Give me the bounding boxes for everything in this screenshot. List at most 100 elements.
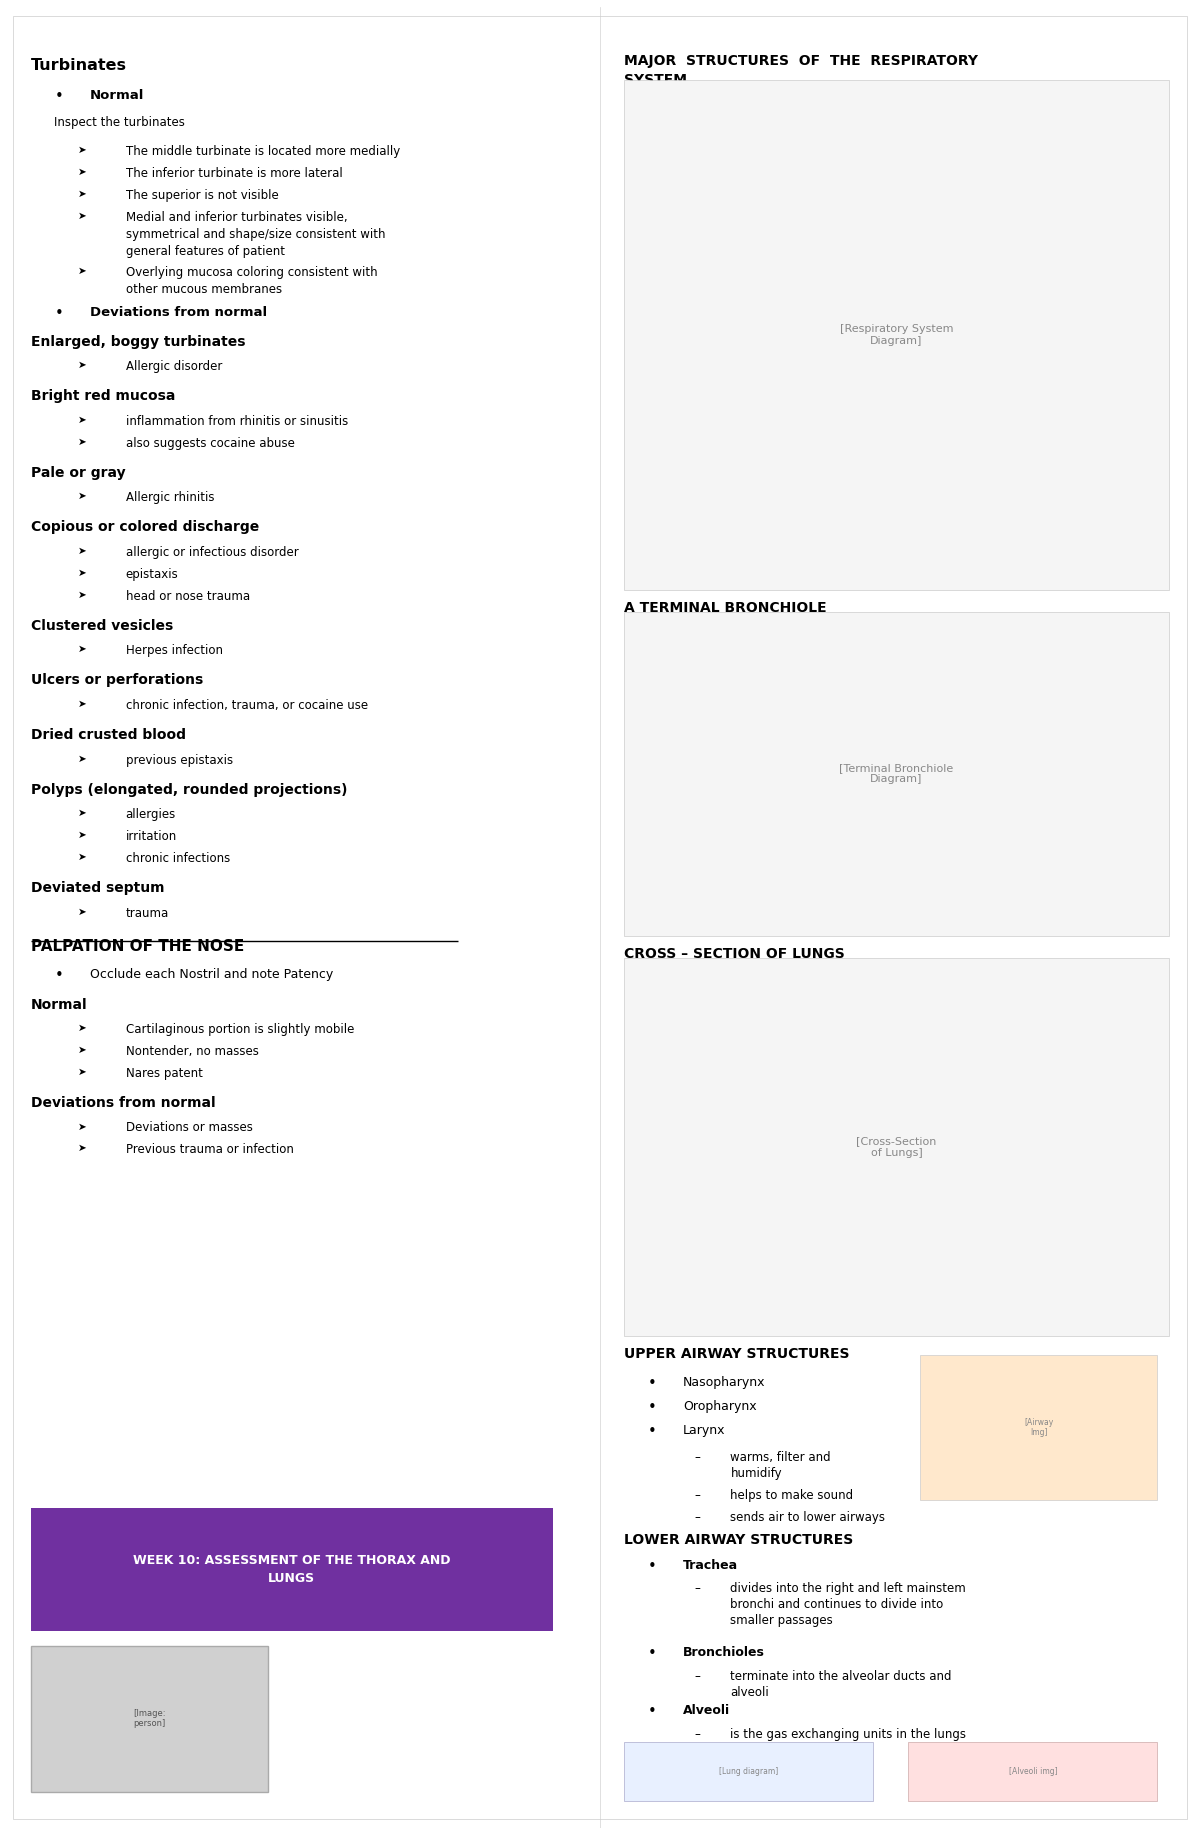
Text: ➤: ➤	[78, 145, 86, 156]
Text: Inspect the turbinates: Inspect the turbinates	[54, 116, 185, 128]
Text: helps to make sound: helps to make sound	[731, 1490, 853, 1503]
Text: ➤: ➤	[78, 492, 86, 501]
Text: head or nose trauma: head or nose trauma	[126, 589, 250, 602]
Text: Ulcers or perforations: Ulcers or perforations	[31, 673, 203, 688]
Text: warms, filter and
humidify: warms, filter and humidify	[731, 1451, 832, 1481]
Text: divides into the right and left mainstem
bronchi and continues to divide into
sm: divides into the right and left mainstem…	[731, 1582, 966, 1628]
Text: ➤: ➤	[78, 1044, 86, 1055]
Text: Cartilaginous portion is slightly mobile: Cartilaginous portion is slightly mobile	[126, 1024, 354, 1037]
Text: ➤: ➤	[78, 644, 86, 655]
Text: ➤: ➤	[78, 1024, 86, 1033]
Text: epistaxis: epistaxis	[126, 567, 179, 582]
FancyBboxPatch shape	[920, 1354, 1158, 1501]
Text: Larynx: Larynx	[683, 1424, 726, 1437]
Text: ➤: ➤	[78, 906, 86, 916]
Text: PALPATION OF THE NOSE: PALPATION OF THE NOSE	[31, 940, 244, 954]
Text: also suggests cocaine abuse: also suggests cocaine abuse	[126, 437, 294, 450]
Text: [Alveoli img]: [Alveoli img]	[1009, 1767, 1057, 1776]
Text: Deviations or masses: Deviations or masses	[126, 1121, 252, 1134]
Text: Oropharynx: Oropharynx	[683, 1400, 757, 1413]
Text: Nontender, no masses: Nontender, no masses	[126, 1044, 258, 1059]
Text: [Terminal Bronchiole
Diagram]: [Terminal Bronchiole Diagram]	[840, 763, 954, 784]
Text: Nares patent: Nares patent	[126, 1066, 203, 1079]
Text: ➤: ➤	[78, 1066, 86, 1077]
Text: Bronchioles: Bronchioles	[683, 1646, 764, 1659]
Text: The superior is not visible: The superior is not visible	[126, 189, 278, 202]
Text: Deviations from normal: Deviations from normal	[31, 1095, 215, 1110]
Text: ➤: ➤	[78, 589, 86, 600]
Text: inflammation from rhinitis or sinusitis: inflammation from rhinitis or sinusitis	[126, 415, 348, 428]
Text: ➤: ➤	[78, 567, 86, 578]
FancyBboxPatch shape	[624, 611, 1169, 936]
Text: chronic infection, trauma, or cocaine use: chronic infection, trauma, or cocaine us…	[126, 699, 367, 712]
Text: sends air to lower airways: sends air to lower airways	[731, 1512, 886, 1525]
Text: Copious or colored discharge: Copious or colored discharge	[31, 521, 259, 534]
Text: Polyps (elongated, rounded projections): Polyps (elongated, rounded projections)	[31, 784, 347, 796]
Text: –: –	[695, 1670, 701, 1683]
Text: –: –	[695, 1490, 701, 1503]
Text: ➤: ➤	[78, 266, 86, 275]
Text: –: –	[695, 1512, 701, 1525]
Text: [Airway
Img]: [Airway Img]	[1025, 1418, 1054, 1437]
FancyBboxPatch shape	[624, 1743, 872, 1800]
Text: ➤: ➤	[78, 167, 86, 178]
Text: –: –	[695, 1451, 701, 1464]
Text: [Respiratory System
Diagram]: [Respiratory System Diagram]	[840, 325, 953, 345]
Text: ➤: ➤	[78, 1121, 86, 1132]
Text: Pale or gray: Pale or gray	[31, 466, 125, 481]
Text: Allergic disorder: Allergic disorder	[126, 360, 222, 373]
Text: Dried crusted blood: Dried crusted blood	[31, 728, 186, 741]
Text: –: –	[695, 1729, 701, 1741]
Text: CROSS – SECTION OF LUNGS: CROSS – SECTION OF LUNGS	[624, 947, 845, 962]
Text: –: –	[695, 1582, 701, 1595]
Text: •: •	[54, 969, 64, 984]
Text: allergies: allergies	[126, 807, 176, 822]
FancyBboxPatch shape	[31, 1508, 552, 1631]
Text: [Image:
person]: [Image: person]	[133, 1708, 166, 1729]
Text: is the gas exchanging units in the lungs: is the gas exchanging units in the lungs	[731, 1729, 966, 1741]
Text: •: •	[648, 1705, 656, 1719]
Text: Occlude each Nostril and note Patency: Occlude each Nostril and note Patency	[90, 969, 334, 982]
Text: •: •	[54, 306, 64, 321]
Text: terminate into the alveolar ducts and
alveoli: terminate into the alveolar ducts and al…	[731, 1670, 952, 1699]
Text: ➤: ➤	[78, 754, 86, 763]
Text: irritation: irritation	[126, 829, 176, 842]
Text: ➤: ➤	[78, 1143, 86, 1154]
Text: Clustered vesicles: Clustered vesicles	[31, 618, 173, 633]
Text: ➤: ➤	[78, 437, 86, 446]
Text: •: •	[648, 1646, 656, 1661]
Text: UPPER AIRWAY STRUCTURES: UPPER AIRWAY STRUCTURES	[624, 1347, 850, 1362]
Text: •: •	[648, 1424, 656, 1439]
Text: ➤: ➤	[78, 807, 86, 818]
Text: •: •	[648, 1400, 656, 1415]
Text: Previous trauma or infection: Previous trauma or infection	[126, 1143, 294, 1156]
Text: Medial and inferior turbinates visible,
symmetrical and shape/size consistent wi: Medial and inferior turbinates visible, …	[126, 211, 385, 259]
Text: Turbinates: Turbinates	[31, 59, 127, 73]
Text: ➤: ➤	[78, 851, 86, 862]
Text: ➤: ➤	[78, 211, 86, 220]
Text: trauma: trauma	[126, 906, 169, 919]
Text: ➤: ➤	[78, 360, 86, 371]
Text: Bright red mucosa: Bright red mucosa	[31, 389, 175, 404]
Text: MAJOR  STRUCTURES  OF  THE  RESPIRATORY
SYSTEM: MAJOR STRUCTURES OF THE RESPIRATORY SYST…	[624, 55, 978, 86]
FancyBboxPatch shape	[908, 1743, 1158, 1800]
Text: Alveoli: Alveoli	[683, 1705, 730, 1718]
Text: previous epistaxis: previous epistaxis	[126, 754, 233, 767]
Text: ➤: ➤	[78, 829, 86, 840]
Text: Deviated septum: Deviated septum	[31, 881, 164, 895]
Text: Overlying mucosa coloring consistent with
other mucous membranes: Overlying mucosa coloring consistent wit…	[126, 266, 377, 295]
Text: [Lung diagram]: [Lung diagram]	[719, 1767, 778, 1776]
Text: ➤: ➤	[78, 699, 86, 708]
Text: Herpes infection: Herpes infection	[126, 644, 222, 657]
Text: Enlarged, boggy turbinates: Enlarged, boggy turbinates	[31, 334, 245, 349]
Text: chronic infections: chronic infections	[126, 851, 230, 864]
Text: WEEK 10: ASSESSMENT OF THE THORAX AND
LUNGS: WEEK 10: ASSESSMENT OF THE THORAX AND LU…	[133, 1554, 450, 1585]
Text: The inferior turbinate is more lateral: The inferior turbinate is more lateral	[126, 167, 342, 180]
Text: •: •	[648, 1558, 656, 1574]
Text: ➤: ➤	[78, 547, 86, 556]
Text: •: •	[648, 1376, 656, 1391]
FancyBboxPatch shape	[624, 79, 1169, 589]
Text: Deviations from normal: Deviations from normal	[90, 306, 268, 319]
Text: [Cross-Section
of Lungs]: [Cross-Section of Lungs]	[857, 1136, 937, 1158]
Text: Normal: Normal	[31, 998, 88, 1011]
